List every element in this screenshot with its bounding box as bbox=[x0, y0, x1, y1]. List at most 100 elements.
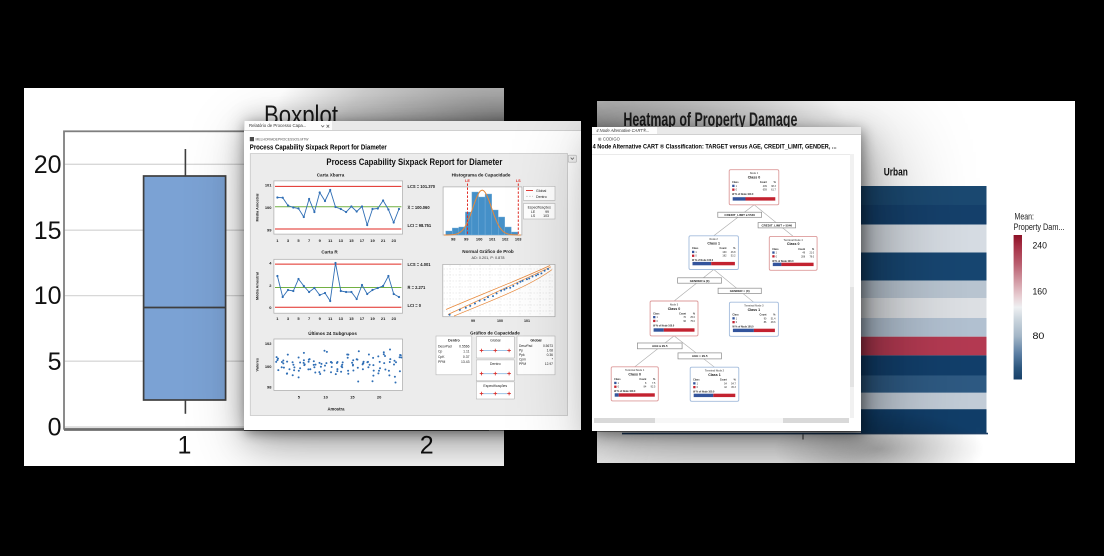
svg-text:Class 0: Class 0 bbox=[787, 242, 800, 246]
svg-text:240: 240 bbox=[1032, 240, 1046, 250]
svg-text:Média Amostral: Média Amostral bbox=[255, 272, 259, 300]
svg-text:8: 8 bbox=[645, 381, 647, 384]
svg-text:1: 1 bbox=[736, 317, 738, 320]
svg-text:Count: Count bbox=[720, 247, 727, 250]
svg-text:21.0: 21.0 bbox=[810, 251, 815, 254]
svg-text:Class: Class bbox=[772, 247, 779, 250]
svg-text:0: 0 bbox=[736, 188, 738, 191]
svg-text:1: 1 bbox=[697, 382, 699, 385]
svg-text:9: 9 bbox=[319, 238, 322, 243]
svg-text:Node 3: Node 3 bbox=[670, 303, 679, 306]
svg-text:Terminal Node 1: Terminal Node 1 bbox=[625, 369, 645, 372]
svg-text:84: 84 bbox=[644, 385, 647, 388]
svg-text:0: 0 bbox=[776, 255, 778, 258]
svg-text:100: 100 bbox=[265, 205, 272, 210]
svg-text:*: * bbox=[552, 358, 554, 362]
svg-text:Node 1: Node 1 bbox=[750, 172, 759, 175]
svg-text:0.5566: 0.5566 bbox=[459, 344, 469, 348]
svg-text:CREDIT_LIMIT > 5546: CREDIT_LIMIT > 5546 bbox=[762, 223, 793, 227]
svg-text:11: 11 bbox=[328, 238, 333, 243]
svg-text:96: 96 bbox=[684, 319, 687, 322]
svg-text:W % of Node 100.0: W % of Node 100.0 bbox=[692, 259, 714, 262]
svg-text:Class 1: Class 1 bbox=[708, 241, 721, 245]
svg-text:Pp: Pp bbox=[519, 348, 523, 352]
svg-text:Class: Class bbox=[653, 312, 660, 315]
svg-text:0: 0 bbox=[696, 254, 698, 257]
svg-text:86: 86 bbox=[764, 321, 767, 324]
svg-text:15: 15 bbox=[349, 316, 354, 321]
svg-text:%: % bbox=[653, 378, 656, 381]
svg-text:Terminal Node 3: Terminal Node 3 bbox=[745, 304, 765, 307]
svg-text:20: 20 bbox=[377, 394, 382, 399]
svg-text:Valores: Valores bbox=[255, 358, 259, 371]
svg-text:DesvPad: DesvPad bbox=[519, 344, 532, 348]
svg-text:13.43: 13.43 bbox=[461, 360, 470, 364]
svg-text:70: 70 bbox=[684, 316, 687, 319]
svg-text:98: 98 bbox=[451, 237, 456, 242]
svg-text:1: 1 bbox=[696, 250, 698, 253]
svg-text:Gráfico de Capacidade: Gráfico de Capacidade bbox=[470, 330, 520, 335]
svg-text:99: 99 bbox=[267, 227, 272, 232]
svg-text:90: 90 bbox=[764, 317, 767, 320]
svg-text:0: 0 bbox=[269, 305, 272, 310]
svg-text:CREDIT_LIMIT ≤ 5546: CREDIT_LIMIT ≤ 5546 bbox=[725, 213, 756, 217]
svg-text:%: % bbox=[812, 247, 815, 250]
svg-text:99: 99 bbox=[545, 210, 549, 214]
svg-text:0: 0 bbox=[697, 386, 699, 389]
svg-text:%: % bbox=[773, 313, 776, 316]
svg-text:LCS = 4.001: LCS = 4.001 bbox=[407, 262, 431, 267]
svg-text:X̅ = 100.060: X̅ = 100.060 bbox=[407, 205, 430, 210]
svg-text:Count: Count bbox=[679, 312, 686, 315]
svg-text:49: 49 bbox=[803, 251, 806, 254]
svg-text:5: 5 bbox=[48, 348, 62, 376]
svg-text:103: 103 bbox=[543, 214, 549, 218]
svg-text:15: 15 bbox=[34, 217, 62, 245]
svg-text:46.8: 46.8 bbox=[731, 250, 736, 253]
svg-text:7: 7 bbox=[308, 238, 311, 243]
svg-text:Terminal Node 4: Terminal Node 4 bbox=[784, 238, 804, 241]
svg-text:7.5: 7.5 bbox=[652, 381, 656, 384]
svg-text:1: 1 bbox=[276, 316, 279, 321]
svg-text:12.97: 12.97 bbox=[545, 362, 553, 366]
svg-text:100: 100 bbox=[265, 364, 272, 369]
svg-text:1: 1 bbox=[736, 184, 738, 187]
svg-text:20: 20 bbox=[34, 151, 62, 179]
svg-text:1: 1 bbox=[618, 381, 620, 384]
svg-text:Class: Class bbox=[733, 313, 740, 316]
svg-text:Count: Count bbox=[798, 247, 805, 250]
svg-text:W % of Node 100.0: W % of Node 100.0 bbox=[653, 324, 675, 327]
svg-text:160: 160 bbox=[723, 250, 728, 253]
svg-text:LCI = 0: LCI = 0 bbox=[407, 303, 421, 308]
svg-text:Heatmap of Property Damage: Heatmap of Property Damage bbox=[623, 110, 797, 131]
svg-text:Especificações: Especificações bbox=[528, 205, 551, 209]
svg-text:0.36: 0.36 bbox=[547, 353, 554, 357]
svg-text:GENDER > (0): GENDER > (0) bbox=[730, 289, 750, 293]
svg-text:Carta R: Carta R bbox=[321, 249, 338, 254]
svg-text:Urban: Urban bbox=[884, 167, 908, 179]
svg-text:Class 0: Class 0 bbox=[629, 372, 642, 376]
svg-text:0.5673: 0.5673 bbox=[543, 344, 553, 348]
svg-text:LCI = 98.751: LCI = 98.751 bbox=[407, 223, 431, 228]
svg-text:PPM: PPM bbox=[519, 362, 526, 366]
svg-text:0: 0 bbox=[618, 385, 620, 388]
svg-text:208: 208 bbox=[801, 255, 806, 258]
svg-text:19: 19 bbox=[370, 238, 375, 243]
svg-text:W % of Node 100.0: W % of Node 100.0 bbox=[733, 325, 755, 328]
svg-text:Carta Xbarra: Carta Xbarra bbox=[317, 173, 345, 178]
svg-text:103: 103 bbox=[515, 237, 522, 242]
svg-text:Count: Count bbox=[760, 313, 767, 316]
svg-text:Dentro: Dentro bbox=[536, 195, 547, 199]
svg-text:13: 13 bbox=[339, 238, 344, 243]
svg-text:4 Node Alternative CART ® Clas: 4 Node Alternative CART ® Classification… bbox=[593, 143, 837, 150]
svg-text:Process Capability Sixpack Rep: Process Capability Sixpack Report for Di… bbox=[250, 144, 387, 151]
svg-text:11: 11 bbox=[328, 316, 333, 321]
svg-text:Class 0: Class 0 bbox=[668, 306, 681, 310]
svg-text:Especificações: Especificações bbox=[483, 384, 507, 388]
svg-text:10: 10 bbox=[323, 394, 328, 399]
svg-text:182: 182 bbox=[723, 254, 728, 257]
svg-text:25.0: 25.0 bbox=[691, 316, 696, 319]
svg-text:0: 0 bbox=[736, 321, 738, 324]
svg-text:R̅ = 2.271: R̅ = 2.271 bbox=[407, 285, 426, 290]
svg-text:DesvPad: DesvPad bbox=[438, 344, 452, 348]
svg-text:Últimos 24 Subgrupos: Últimos 24 Subgrupos bbox=[308, 330, 357, 336]
